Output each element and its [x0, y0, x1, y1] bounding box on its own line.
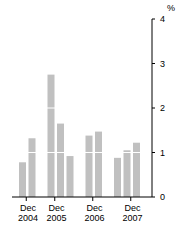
x-tick: [92, 197, 93, 201]
x-tick-label: Dec2007: [122, 203, 142, 223]
bar: [29, 138, 36, 197]
x-tick: [26, 197, 27, 201]
y-tick: [152, 19, 155, 20]
x-tick-label-line: 2005: [46, 213, 66, 223]
y-tick: [152, 63, 155, 64]
bar: [124, 150, 131, 197]
x-tick-label: Dec2005: [46, 203, 66, 223]
x-tick-label: Dec2004: [18, 203, 38, 223]
x-tick: [130, 197, 131, 201]
grid-line: [12, 108, 152, 109]
bar: [19, 162, 26, 197]
x-tick-label-line: Dec: [20, 203, 37, 213]
y-tick-label: 2: [160, 103, 165, 113]
y-axis-label: %: [167, 3, 175, 13]
bar: [48, 75, 55, 197]
chart-svg: 01234%Dec2004Dec2005Dec2006Dec2007: [0, 0, 181, 231]
y-tick-label: 4: [160, 14, 165, 24]
x-tick-label-line: Dec: [124, 203, 141, 213]
y-tick: [152, 108, 155, 109]
y-tick-label: 3: [160, 59, 165, 69]
bar: [133, 143, 140, 197]
y-tick: [152, 197, 155, 198]
chart-container: 01234%Dec2004Dec2005Dec2006Dec2007: [0, 0, 181, 231]
bar: [57, 124, 64, 197]
x-tick-label-line: 2007: [122, 213, 142, 223]
x-tick: [54, 197, 55, 201]
y-tick: [152, 152, 155, 153]
x-tick-label-line: 2006: [84, 213, 104, 223]
bar: [67, 156, 74, 197]
x-tick-label-line: Dec: [86, 203, 103, 213]
bar: [86, 136, 93, 197]
x-tick-label: Dec2006: [84, 203, 104, 223]
bar: [95, 132, 102, 197]
grid-line: [12, 152, 152, 153]
y-tick-label: 0: [160, 192, 165, 202]
y-tick-label: 1: [160, 148, 165, 158]
x-tick-label-line: 2004: [18, 213, 38, 223]
grid-line: [12, 63, 152, 64]
bar: [114, 158, 121, 197]
bars: [19, 75, 140, 197]
x-tick-label-line: Dec: [48, 203, 65, 213]
